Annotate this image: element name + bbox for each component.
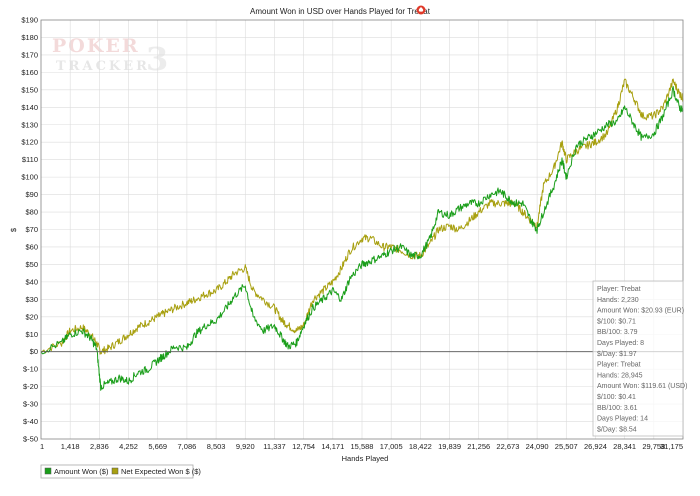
x-tick-label: 17,005 xyxy=(380,442,403,451)
y-tick-label: $-20 xyxy=(23,382,38,391)
y-tick-label: $130 xyxy=(21,120,38,129)
y-tick-label: $60 xyxy=(25,242,38,251)
stats-line: $/100: $0.71 xyxy=(597,318,636,325)
x-tick-label: 29,758 xyxy=(642,442,665,451)
watermark-line-2: TRACKER xyxy=(56,59,150,74)
stats-box: Player: Trebat Hands: 2,230 Amount Won: $2… xyxy=(592,280,687,437)
x-tick-label: 12,754 xyxy=(292,442,315,451)
stats-line: BB/100: 3.61 xyxy=(597,405,638,412)
y-tick-label: $100 xyxy=(21,173,38,182)
x-tick-label: 1,418 xyxy=(61,442,80,451)
pokertracker-watermark: POKER TRACKER 3 xyxy=(52,35,168,78)
stats-line: Player: Trebat xyxy=(597,362,641,369)
y-tick-label: $-10 xyxy=(23,365,38,374)
stats-line: Days Played: 14 xyxy=(597,416,648,423)
x-tick-label: 2,836 xyxy=(90,442,109,451)
y-tick-label: $70 xyxy=(25,225,38,234)
y-tick-label: $120 xyxy=(21,138,38,147)
stats-line: BB/100: 3.79 xyxy=(597,329,638,336)
legend-label: Amount Won ($) xyxy=(54,467,109,476)
y-tick-label: $140 xyxy=(21,103,38,112)
y-tick-label: $10 xyxy=(25,330,38,339)
series-lines xyxy=(40,78,684,391)
y-tick-label: $50 xyxy=(25,260,38,269)
stats-line: Amount Won: $20.93 (EUR) xyxy=(597,308,684,315)
series-line-1 xyxy=(40,78,684,355)
plot-border xyxy=(40,19,684,440)
stats-line: Player: Trebat xyxy=(597,286,641,293)
x-tick-label: 7,086 xyxy=(178,442,197,451)
x-tick-label: 1 xyxy=(40,442,44,451)
x-tick-label: 26,924 xyxy=(584,442,607,451)
y-tick-labels: $-50 $-40 $-30 $-20 $-10 $0 $10 $20 $30 $40 $50 $60… xyxy=(21,16,38,444)
watermark-line-1: POKER xyxy=(52,35,140,57)
stats-line: $/Day: $8.54 xyxy=(597,426,637,433)
x-tick-label: 24,090 xyxy=(526,442,549,451)
y-tick-label: $160 xyxy=(21,68,38,77)
x-tick-label: 21,256 xyxy=(467,442,490,451)
x-tick-label: 25,507 xyxy=(555,442,578,451)
legend-label: Net Expected Won $ ($) xyxy=(121,467,201,476)
series-line-0 xyxy=(40,86,684,391)
x-tick-label: 18,422 xyxy=(409,442,432,451)
chart-title: Amount Won in USD over Hands Played for … xyxy=(250,7,431,16)
y-tick-label: $-50 xyxy=(23,435,38,444)
x-tick-label: 15,588 xyxy=(351,442,374,451)
x-tick-label: 5,669 xyxy=(148,442,167,451)
x-tick-label: 11,337 xyxy=(263,442,285,451)
legend: Amount Won ($) Net Expected Won $ ($) xyxy=(40,464,201,479)
y-axis-title: $ xyxy=(9,227,18,232)
y-tick-label: $80 xyxy=(25,208,38,217)
x-axis-title: Hands Played xyxy=(342,454,389,463)
title-spade-icon xyxy=(416,5,426,15)
x-tick-label: 28,341 xyxy=(613,442,636,451)
y-tick-label: $180 xyxy=(21,33,38,42)
stats-box-frame xyxy=(592,280,684,437)
y-tick-label: $150 xyxy=(21,85,38,94)
x-tick-label: 8,503 xyxy=(207,442,226,451)
x-tick-label: 14,171 xyxy=(321,442,344,451)
watermark-line-3: 3 xyxy=(146,40,168,78)
y-tick-label: $170 xyxy=(21,50,38,59)
stats-line: Days Played: 8 xyxy=(597,340,644,347)
y-tick-label: $-40 xyxy=(23,417,38,426)
legend-swatch xyxy=(111,467,119,475)
y-tick-label: $20 xyxy=(25,312,38,321)
stats-line: Hands: 28,945 xyxy=(597,372,643,379)
y-tick-label: $0 xyxy=(30,347,38,356)
y-tick-label: $30 xyxy=(25,295,38,304)
legend-swatch xyxy=(44,467,52,475)
y-tick-label: $-30 xyxy=(23,400,38,409)
x-tick-label: 22,673 xyxy=(496,442,519,451)
y-tick-label: $110 xyxy=(22,155,38,164)
x-tick-label: 4,252 xyxy=(119,442,138,451)
x-tick-label: 31,175 xyxy=(660,442,683,451)
x-tick-labels: 1 1,418 2,836 4,252 5,669 7,086 8,503 9,920 11,3… xyxy=(40,442,683,451)
x-tick-label: 9,920 xyxy=(236,442,255,451)
y-tick-label: $190 xyxy=(21,16,38,25)
y-tick-label: $40 xyxy=(25,277,38,286)
stats-line: $/100: $0.41 xyxy=(597,394,636,401)
x-tick-label: 19,839 xyxy=(438,442,461,451)
stats-line: Hands: 2,230 xyxy=(597,297,639,304)
y-tick-label: $90 xyxy=(25,190,38,199)
stats-line: Amount Won: $119.61 (USD) xyxy=(597,383,687,390)
stats-line: $/Day: $1.97 xyxy=(597,351,637,358)
